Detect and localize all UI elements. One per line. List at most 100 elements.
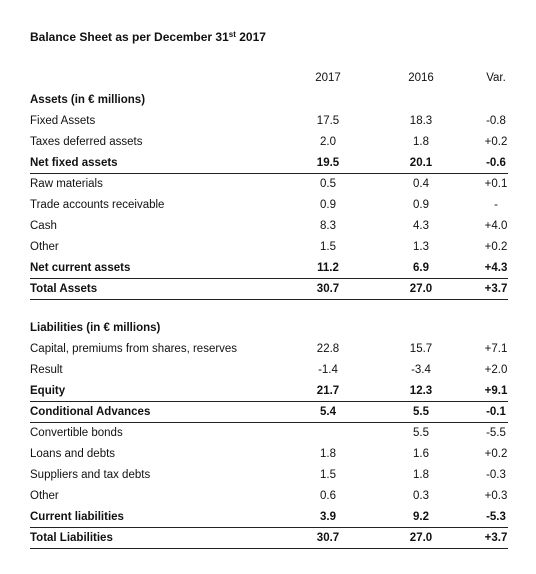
table-row: Liabilities (in € millions) (30, 318, 508, 339)
table-row: Taxes deferred assets 2.0 1.8 +0.2 (30, 132, 508, 153)
value-variance: -5.3 (486, 511, 506, 523)
value-2016: 20.1 (409, 157, 433, 169)
table-row: Total Liabilities 30.7 27.0 +3.7 (30, 528, 508, 549)
value-variance: +7.1 (484, 343, 508, 355)
title-text: Balance Sheet as per December 31 (30, 30, 229, 44)
value-2017: 1.8 (320, 448, 336, 460)
row-label: Total Liabilities (30, 532, 113, 544)
title-year: 2017 (239, 30, 266, 44)
table-row: Fixed Assets 17.5 18.3 -0.8 (30, 111, 508, 132)
table-row: Result -1.4 -3.4 +2.0 (30, 360, 508, 381)
row-label: Result (30, 364, 63, 376)
value-variance: +0.3 (484, 490, 508, 502)
column-header-2016: 2016 (408, 72, 434, 84)
value-2016: 5.5 (413, 427, 429, 439)
row-label: Fixed Assets (30, 115, 96, 127)
row-label: Assets (in € millions) (30, 94, 146, 106)
value-2017: 0.5 (320, 178, 336, 190)
table-row: Raw materials 0.5 0.4 +0.1 (30, 174, 508, 195)
row-label: Conditional Advances (30, 406, 151, 418)
value-variance: +3.7 (484, 532, 508, 544)
value-2017: 2.0 (320, 136, 336, 148)
table-row: Conditional Advances 5.4 5.5 -0.1 (30, 402, 508, 423)
row-label: Liabilities (in € millions) (30, 322, 161, 334)
table-row: Net current assets 11.2 6.9 +4.3 (30, 258, 508, 279)
table-row: Capital, premiums from shares, reserves 2… (30, 339, 508, 360)
row-label: Suppliers and tax debts (30, 469, 151, 481)
table-row: Other 1.5 1.3 +0.2 (30, 237, 508, 258)
row-label: Cash (30, 220, 57, 232)
table-row: Current liabilities 3.9 9.2 -5.3 (30, 507, 508, 528)
value-2016: 27.0 (409, 283, 433, 295)
value-variance: -0.8 (486, 115, 506, 127)
value-variance: +4.0 (484, 220, 508, 232)
value-variance: -0.6 (486, 157, 506, 169)
row-label: Other (30, 241, 59, 253)
value-2016: 5.5 (413, 406, 429, 418)
row-label: Net fixed assets (30, 157, 118, 169)
value-2017: 0.6 (320, 490, 336, 502)
value-2017: 22.8 (316, 343, 340, 355)
row-label: Capital, premiums from shares, reserves (30, 343, 238, 355)
value-2017: 3.9 (320, 511, 336, 523)
row-label: Total Assets (30, 283, 98, 295)
row-label: Loans and debts (30, 448, 116, 460)
table-row: Total Assets 30.7 27.0 +3.7 (30, 279, 508, 300)
value-variance: +3.7 (484, 283, 508, 295)
column-header-2017: 2017 (315, 72, 341, 84)
value-2016: 1.8 (413, 136, 429, 148)
value-variance: -5.5 (486, 427, 506, 439)
value-variance: +2.0 (484, 364, 508, 376)
row-label: Convertible bonds (30, 427, 123, 439)
row-label: Current liabilities (30, 511, 124, 523)
value-2017: 11.2 (317, 262, 339, 274)
table-row: Equity 21.7 12.3 +9.1 (30, 381, 508, 402)
row-label: Taxes deferred assets (30, 136, 143, 148)
table-row: Loans and debts 1.8 1.6 +0.2 (30, 444, 508, 465)
value-2017: 30.7 (316, 283, 340, 295)
value-2016: 1.6 (413, 448, 429, 460)
value-2016: 1.8 (413, 469, 429, 481)
value-2017: 0.9 (320, 199, 336, 211)
row-label: Raw materials (30, 178, 103, 190)
table-row: Convertible bonds 5.5 -5.5 (30, 423, 508, 444)
value-2016: 1.3 (413, 241, 429, 253)
page-title: Balance Sheet as per December 31st 2017 (30, 30, 266, 44)
value-2016: 4.3 (413, 220, 429, 232)
table-row: Cash 8.3 4.3 +4.0 (30, 216, 508, 237)
title-superscript: st (228, 30, 236, 39)
table-row: Suppliers and tax debts 1.5 1.8 -0.3 (30, 465, 508, 486)
value-2016: 6.9 (413, 262, 429, 274)
value-variance: -0.3 (486, 469, 506, 481)
value-variance: +0.2 (484, 448, 508, 460)
value-2017: 1.5 (320, 469, 336, 481)
value-2016: 9.2 (413, 511, 429, 523)
value-2017: 17.5 (316, 115, 340, 127)
value-2016: 12.3 (409, 385, 433, 397)
row-label: Equity (30, 385, 66, 397)
value-2016: 0.4 (413, 178, 429, 190)
value-variance: -0.1 (486, 406, 506, 418)
value-2016: -3.4 (411, 364, 431, 376)
value-variance: +9.1 (484, 385, 508, 397)
table-row: Other 0.6 0.3 +0.3 (30, 486, 508, 507)
value-variance: +0.2 (484, 136, 508, 148)
value-2017: 8.3 (320, 220, 336, 232)
value-2017: 19.5 (316, 157, 340, 169)
column-header-variance: Var. (486, 72, 506, 84)
value-variance: - (494, 199, 498, 211)
value-2016: 0.3 (413, 490, 429, 502)
value-2016: 27.0 (409, 532, 433, 544)
table-row: Trade accounts receivable 0.9 0.9 - (30, 195, 508, 216)
row-label: Other (30, 490, 59, 502)
value-2017: 5.4 (320, 406, 336, 418)
value-2017: 30.7 (316, 532, 340, 544)
row-label: Net current assets (30, 262, 131, 274)
row-label: Trade accounts receivable (30, 199, 165, 211)
table-row: Net fixed assets 19.5 20.1 -0.6 (30, 153, 508, 174)
value-variance: +0.2 (484, 241, 508, 253)
value-2016: 0.9 (413, 199, 429, 211)
value-variance: +0.1 (484, 178, 508, 190)
table-row: Assets (in € millions) (30, 90, 508, 111)
value-2016: 18.3 (409, 115, 433, 127)
